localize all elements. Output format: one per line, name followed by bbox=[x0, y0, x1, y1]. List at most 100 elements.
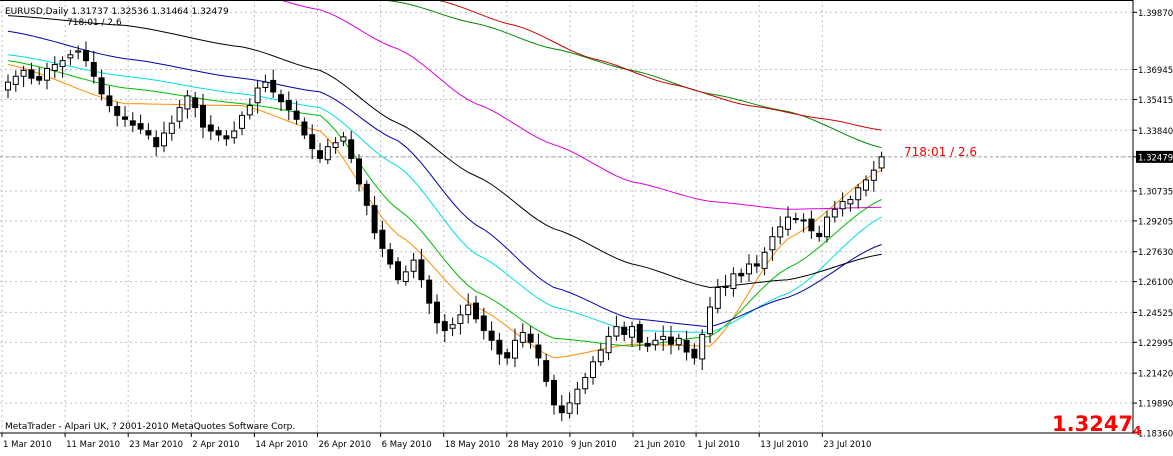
candle-body bbox=[824, 216, 830, 238]
candle-body bbox=[551, 379, 557, 406]
y-tick-label: 1.18360 bbox=[1138, 430, 1173, 440]
candle-body bbox=[106, 95, 113, 107]
candle-body bbox=[184, 95, 191, 110]
y-tick-label: 1.30735 bbox=[1138, 187, 1173, 197]
candle-body bbox=[496, 339, 503, 355]
candle-body bbox=[137, 123, 144, 130]
y-tick-label: 1.39870 bbox=[1138, 9, 1173, 19]
candle-body bbox=[356, 158, 362, 185]
y-tick-label: 1.36945 bbox=[1138, 66, 1173, 76]
candle-body bbox=[75, 50, 82, 53]
x-tick-label: 26 Apr 2010 bbox=[319, 440, 372, 450]
candle-body bbox=[254, 87, 261, 104]
candle-body bbox=[168, 122, 175, 134]
candle-body bbox=[418, 259, 425, 281]
candle-body bbox=[816, 232, 823, 238]
candle-body bbox=[457, 314, 464, 324]
candle-body bbox=[652, 339, 659, 346]
y-tick-label: 1.22995 bbox=[1138, 339, 1173, 349]
candle-body bbox=[847, 198, 854, 205]
candle-body bbox=[262, 81, 269, 88]
x-tick-label: 28 May 2010 bbox=[508, 440, 563, 450]
svg-text:1.32474: 1.32474 bbox=[1052, 412, 1141, 438]
candle-body bbox=[785, 216, 791, 230]
candle-body bbox=[441, 321, 448, 332]
candle-body bbox=[870, 169, 877, 181]
candle-body bbox=[285, 100, 292, 111]
candle-body bbox=[371, 205, 378, 234]
candle-body bbox=[200, 104, 206, 128]
x-tick-label: 23 Jul 2010 bbox=[823, 440, 871, 450]
candle-body bbox=[90, 62, 97, 77]
candle-body bbox=[675, 337, 682, 346]
candle-body bbox=[309, 134, 316, 150]
candle-body bbox=[293, 110, 300, 120]
x-tick-label: 1 Mar 2010 bbox=[3, 440, 51, 450]
candle-body bbox=[44, 67, 50, 81]
candle-body bbox=[839, 200, 846, 210]
candle-body bbox=[535, 344, 542, 359]
candle-body bbox=[512, 339, 518, 359]
candle-body bbox=[317, 150, 323, 159]
current-price-label: 1.32474 bbox=[1052, 412, 1141, 438]
candle-body bbox=[223, 135, 230, 140]
y-tick-label: 1.26100 bbox=[1138, 278, 1173, 288]
candle-body bbox=[153, 137, 160, 148]
candle-body bbox=[426, 279, 433, 304]
candle-body bbox=[192, 97, 199, 109]
candle-body bbox=[707, 306, 713, 335]
candle-body bbox=[114, 105, 121, 116]
x-tick-label: 11 Mar 2010 bbox=[66, 440, 120, 450]
candle-body bbox=[527, 333, 534, 343]
candle-body bbox=[348, 139, 355, 159]
x-tick-label: 6 May 2010 bbox=[382, 440, 432, 450]
candle-body bbox=[36, 76, 43, 81]
copyright-text: MetaTrader - Alpari UK, ? 2001-2010 Meta… bbox=[5, 422, 295, 432]
current-price-sub: 4 bbox=[1133, 424, 1141, 438]
symbol-header: EURUSD,Daily 1.31737 1.32536 1.31464 1.3… bbox=[5, 7, 229, 17]
current-price-main: 1.3247 bbox=[1052, 412, 1133, 436]
candle-body bbox=[387, 249, 394, 265]
candle-body bbox=[777, 226, 784, 238]
candle-body bbox=[395, 261, 401, 281]
candle-body bbox=[597, 349, 604, 363]
candle-body bbox=[855, 187, 862, 201]
y-tick-label: 1.21420 bbox=[1138, 370, 1173, 380]
candle-body bbox=[582, 376, 589, 390]
candle-body bbox=[831, 208, 838, 218]
candle-body bbox=[83, 50, 89, 62]
candle-body bbox=[176, 107, 183, 122]
candle-body bbox=[20, 69, 27, 77]
candle-body bbox=[629, 326, 635, 338]
y-tick-label: 1.27630 bbox=[1138, 248, 1173, 258]
ma-line bbox=[7, 64, 882, 359]
candle-body bbox=[878, 156, 885, 169]
candle-body bbox=[402, 271, 409, 283]
candle-body bbox=[753, 263, 760, 267]
candle-body bbox=[434, 301, 440, 324]
candle-body bbox=[683, 339, 690, 353]
candle-body bbox=[332, 142, 339, 149]
candle-body bbox=[122, 116, 128, 120]
candle-body bbox=[410, 259, 417, 272]
x-tick-label: 1 Jul 2010 bbox=[697, 440, 740, 450]
y-tick-label: 1.32479 bbox=[1138, 153, 1173, 163]
candle-body bbox=[738, 272, 745, 277]
x-tick-label: 21 Jun 2010 bbox=[634, 440, 685, 450]
candle-body bbox=[465, 304, 472, 316]
candle-body bbox=[808, 218, 815, 232]
candle-body bbox=[566, 402, 573, 414]
candle-body bbox=[145, 130, 152, 136]
candle-body bbox=[161, 132, 167, 147]
candle-body bbox=[449, 324, 456, 329]
ma-line bbox=[7, 54, 882, 334]
price-annotation: 718:01 / 2.6 bbox=[904, 145, 977, 159]
candle-body bbox=[691, 348, 698, 359]
candle-body bbox=[605, 335, 612, 354]
candle-body bbox=[636, 324, 643, 343]
y-tick-label: 1.35415 bbox=[1138, 96, 1173, 106]
